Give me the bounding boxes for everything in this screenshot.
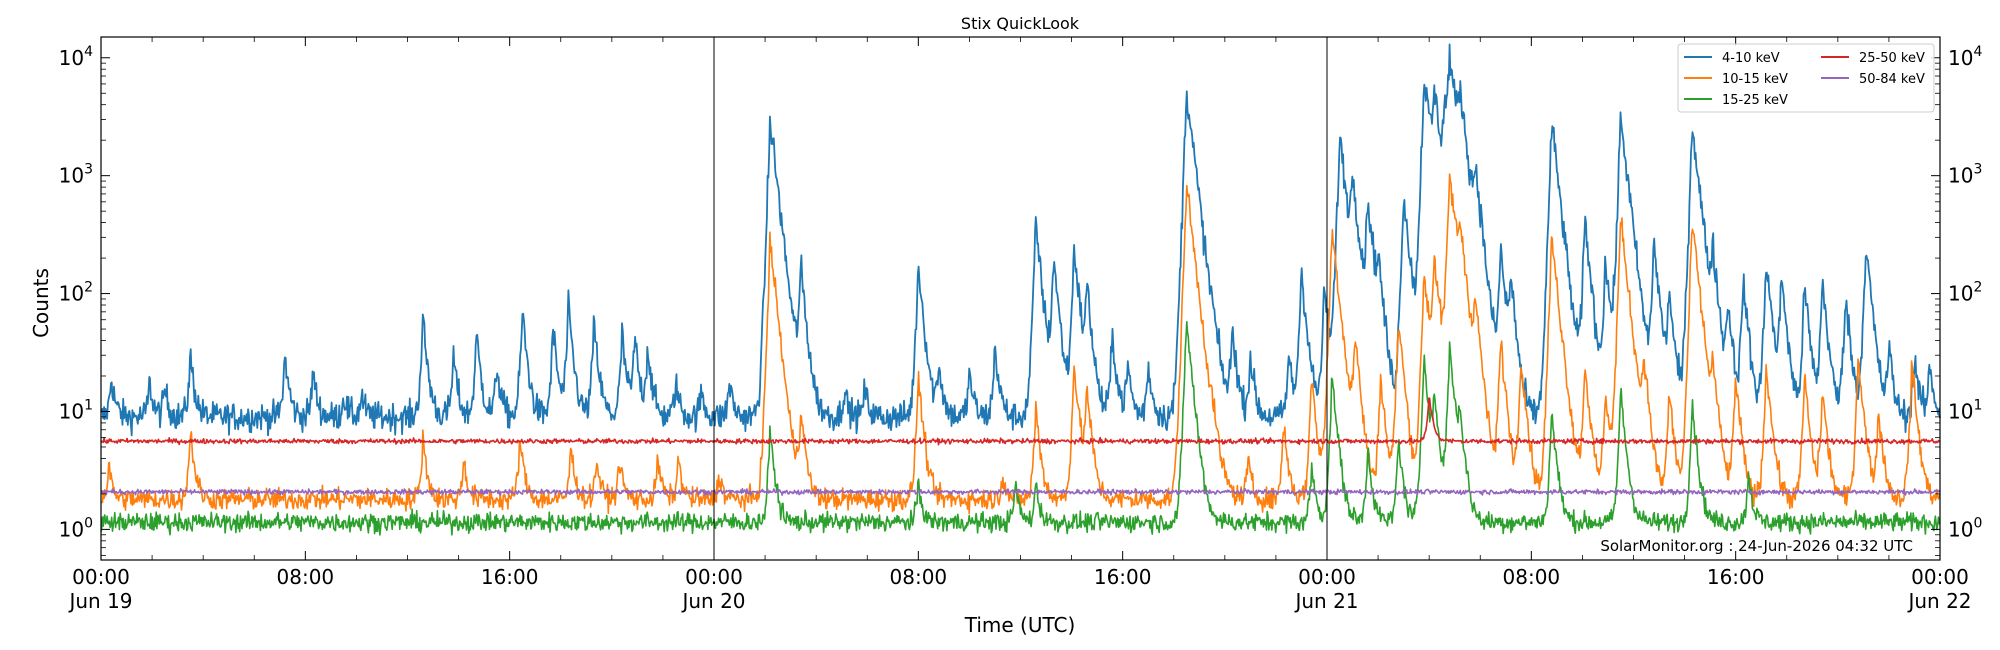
x-tick-label: 00:00 [685, 565, 743, 589]
y-tick-label-right: 100 [1948, 515, 1982, 541]
legend-label: 50-84 keV [1859, 72, 1925, 87]
x-tick-label: 00:00 [1298, 565, 1356, 589]
source-annotation: SolarMonitor.org : 24-Jun-2026 04:32 UTC [1600, 537, 1913, 555]
y-tick-label-left: 101 [59, 397, 93, 423]
series-line-25-50-kev [100, 397, 1940, 446]
plot-frame [100, 36, 1941, 561]
x-tick-day-label: Jun 19 [67, 589, 132, 613]
x-tick-label: 16:00 [1707, 565, 1765, 589]
legend-label: 4-10 keV [1722, 51, 1780, 66]
series-line-4-10-kev [100, 43, 1941, 437]
y-tick-label-left: 104 [59, 44, 93, 70]
plot-area [100, 43, 1941, 536]
y-tick-label-right: 101 [1948, 397, 1982, 423]
x-tick-day-label: Jun 22 [1906, 589, 1971, 613]
legend-label: 25-50 keV [1859, 51, 1925, 66]
y-tick-label-left: 102 [59, 280, 93, 306]
y-tick-label-right: 104 [1948, 44, 1982, 70]
x-axis-title: Time (UTC) [964, 613, 1076, 637]
x-tick-label: 16:00 [1094, 565, 1152, 589]
x-tick-day-label: Jun 20 [680, 589, 745, 613]
y-tick-label-left: 103 [59, 162, 93, 188]
legend-label: 10-15 keV [1722, 72, 1788, 87]
series-line-15-25-kev [100, 320, 1941, 536]
x-tick-label: 08:00 [1503, 565, 1561, 589]
y-axis-title: Counts [29, 268, 53, 338]
x-tick-label: 16:00 [481, 565, 539, 589]
x-tick-label: 00:00 [1911, 565, 1969, 589]
x-tick-label: 08:00 [890, 565, 948, 589]
y-tick-label-left: 100 [59, 515, 93, 541]
legend-box [1677, 43, 1935, 113]
legend: 4-10 keV 10-15 keV 15-25 keV 25-50 keV 50-84… [1677, 43, 1935, 113]
chart-title: Stix QuickLook [961, 14, 1080, 33]
y-tick-label-right: 103 [1948, 162, 1982, 188]
series-line-50-84-kev [100, 487, 1941, 496]
series-line-10-15-kev [100, 173, 1941, 515]
y-tick-label-right: 102 [1948, 280, 1982, 306]
x-tick-day-label: Jun 21 [1293, 589, 1358, 613]
x-tick-label: 08:00 [277, 565, 335, 589]
x-tick-label: 00:00 [72, 565, 130, 589]
legend-label: 15-25 keV [1722, 93, 1788, 108]
